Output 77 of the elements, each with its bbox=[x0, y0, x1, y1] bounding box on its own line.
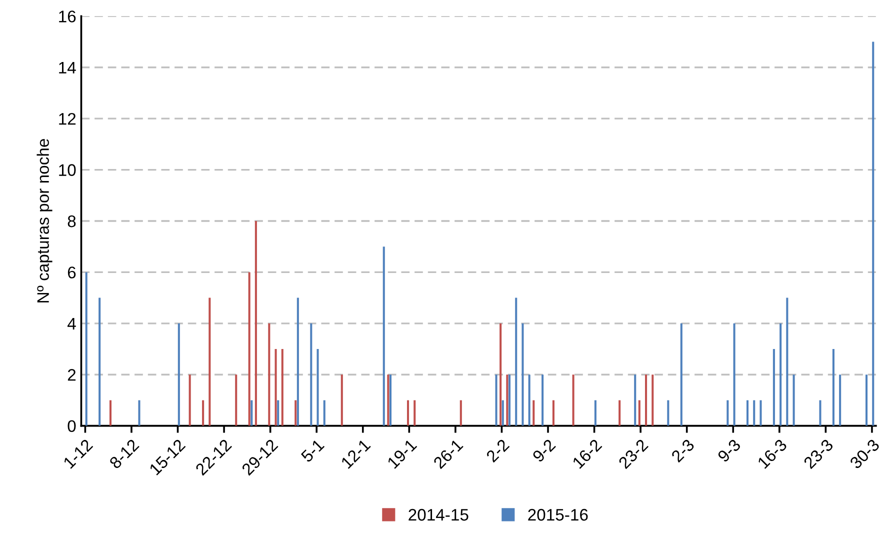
legend-label: 2015-16 bbox=[528, 508, 588, 521]
bar bbox=[786, 298, 788, 426]
bar bbox=[254, 220, 257, 426]
bar bbox=[746, 400, 749, 426]
bar bbox=[638, 400, 640, 426]
bar bbox=[85, 272, 88, 426]
bar bbox=[248, 272, 250, 426]
bar bbox=[865, 374, 868, 426]
bar bbox=[294, 400, 297, 426]
bar bbox=[109, 400, 112, 426]
y-tick-label: 2 bbox=[68, 369, 76, 381]
bar bbox=[667, 400, 670, 426]
bar bbox=[502, 400, 504, 426]
bar bbox=[542, 374, 544, 426]
bar bbox=[572, 374, 574, 426]
bar bbox=[634, 374, 636, 426]
y-tick-label: 4 bbox=[67, 318, 76, 330]
bar bbox=[188, 374, 191, 426]
bar bbox=[98, 298, 101, 426]
bar bbox=[500, 323, 502, 426]
bar bbox=[277, 400, 280, 426]
bar bbox=[138, 400, 140, 426]
bar bbox=[340, 374, 343, 426]
bar bbox=[310, 323, 312, 426]
x-tick-label: 9-3 bbox=[716, 438, 742, 463]
bar bbox=[274, 349, 277, 426]
y-tick-label: 14 bbox=[59, 62, 76, 74]
bar bbox=[528, 374, 530, 426]
bar bbox=[208, 298, 211, 426]
bar bbox=[178, 323, 180, 426]
y-tick-label: 6 bbox=[68, 266, 76, 278]
bar bbox=[296, 298, 299, 426]
bar bbox=[832, 349, 834, 426]
bar bbox=[839, 374, 842, 426]
bar bbox=[680, 323, 682, 426]
bar bbox=[872, 42, 874, 426]
y-tick-label: 8 bbox=[68, 215, 76, 228]
bar bbox=[460, 400, 462, 426]
y-axis-title: Nº capturas por noche bbox=[36, 139, 52, 302]
bar bbox=[792, 374, 795, 426]
bar bbox=[726, 400, 729, 426]
x-tick-label: 2-3 bbox=[670, 438, 695, 463]
bar bbox=[495, 374, 498, 426]
bar bbox=[760, 400, 762, 426]
bar bbox=[515, 298, 518, 426]
bar bbox=[532, 400, 535, 426]
bar bbox=[652, 374, 654, 426]
bar bbox=[508, 374, 511, 426]
y-tick-label: 16 bbox=[59, 10, 76, 22]
bar bbox=[414, 400, 416, 426]
bar bbox=[323, 400, 326, 426]
x-tick-label: 5-1 bbox=[300, 438, 325, 463]
bar bbox=[250, 400, 253, 426]
legend-label: 2014-15 bbox=[408, 508, 468, 521]
bar bbox=[645, 374, 648, 426]
bar bbox=[268, 323, 270, 426]
bar bbox=[406, 400, 410, 426]
bar bbox=[235, 374, 238, 426]
bar bbox=[733, 323, 736, 426]
bar bbox=[753, 400, 756, 426]
bar bbox=[552, 400, 554, 426]
bar bbox=[389, 374, 392, 426]
y-tick-label: 10 bbox=[59, 164, 76, 176]
bar bbox=[382, 246, 385, 426]
bar bbox=[819, 400, 822, 426]
y-tick-label: 0 bbox=[68, 420, 76, 432]
bar bbox=[618, 400, 621, 426]
x-tick-label: 9-2 bbox=[532, 438, 556, 463]
bar bbox=[772, 349, 775, 426]
x-tick-label: 2-2 bbox=[486, 438, 510, 463]
y-tick-label: 12 bbox=[59, 112, 76, 125]
bar bbox=[281, 349, 284, 426]
bar bbox=[202, 400, 204, 426]
bar bbox=[316, 349, 319, 426]
bar bbox=[594, 400, 596, 426]
bar bbox=[522, 323, 524, 426]
bar bbox=[780, 323, 782, 426]
